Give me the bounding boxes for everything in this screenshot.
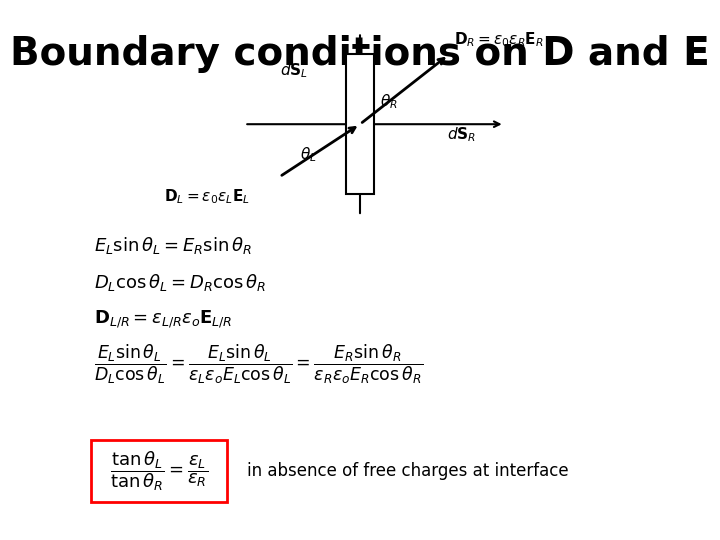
Text: in absence of free charges at interface: in absence of free charges at interface: [247, 462, 569, 480]
Text: $\dfrac{E_L \sin\theta_L}{D_L \cos\theta_L} = \dfrac{E_L \sin\theta_L}{\varepsil: $\dfrac{E_L \sin\theta_L}{D_L \cos\theta…: [94, 343, 423, 386]
Text: $\theta_R$: $\theta_R$: [380, 92, 398, 111]
Text: Boundary conditions on D and E: Boundary conditions on D and E: [10, 35, 710, 73]
Text: $d\mathbf{S}_L$: $d\mathbf{S}_L$: [280, 61, 308, 79]
Text: $\theta_L$: $\theta_L$: [300, 146, 317, 165]
Text: $\mathbf{D}_L = \varepsilon_0 \varepsilon_L \mathbf{E}_L$: $\mathbf{D}_L = \varepsilon_0 \varepsilo…: [164, 188, 250, 206]
Text: $D_L \cos\theta_L = D_R \cos\theta_R$: $D_L \cos\theta_L = D_R \cos\theta_R$: [94, 272, 266, 293]
Text: $E_L \sin\theta_L = E_R \sin\theta_R$: $E_L \sin\theta_L = E_R \sin\theta_R$: [94, 235, 252, 256]
Bar: [91, 440, 227, 502]
Bar: [346, 54, 374, 194]
Text: $\dfrac{\tan\theta_L}{\tan\theta_R} = \dfrac{\varepsilon_L}{\varepsilon_R}$: $\dfrac{\tan\theta_L}{\tan\theta_R} = \d…: [110, 449, 208, 493]
Text: $\mathbf{D}_R = \varepsilon_0 \varepsilon_R \mathbf{E}_R$: $\mathbf{D}_R = \varepsilon_0 \varepsilo…: [454, 31, 544, 49]
Text: $d\mathbf{S}_R$: $d\mathbf{S}_R$: [446, 126, 476, 144]
Text: $\mathbf{D}_{L/R} = \varepsilon_{L/R}\varepsilon_o\mathbf{E}_{L/R}$: $\mathbf{D}_{L/R} = \varepsilon_{L/R}\va…: [94, 309, 233, 330]
